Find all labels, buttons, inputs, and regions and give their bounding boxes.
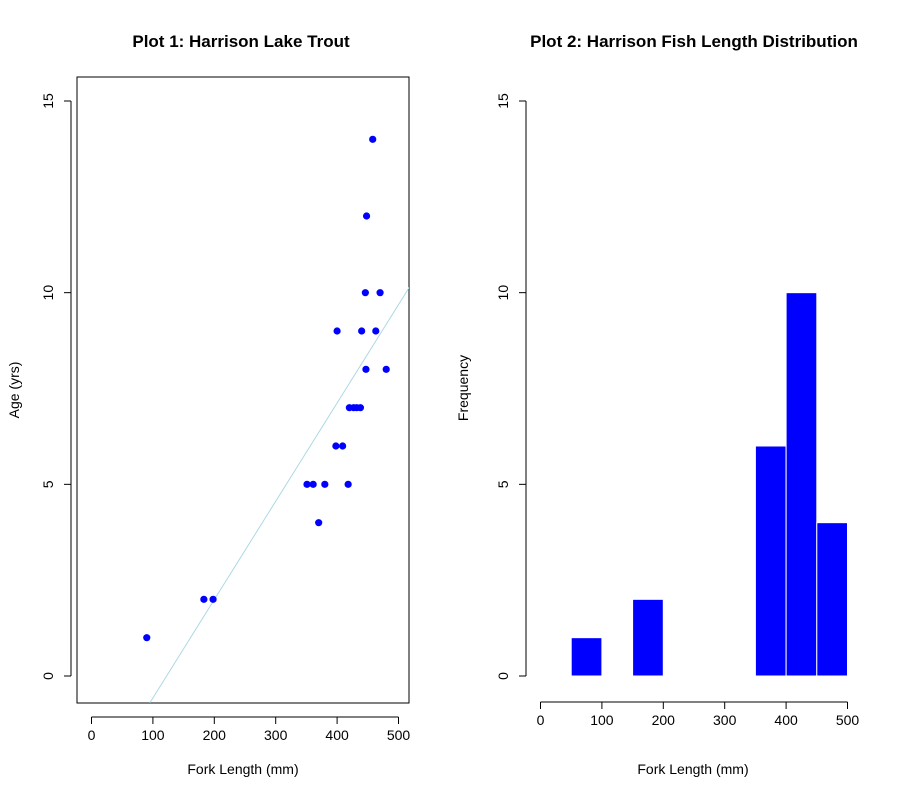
plot2-title: Plot 2: Harrison Fish Length Distributio… bbox=[530, 32, 858, 51]
plot1-y-tick-label: 10 bbox=[40, 285, 56, 301]
scatter-plot: Plot 1: Harrison Lake Trout 0 100 200 300 40… bbox=[6, 32, 411, 777]
plot1-point bbox=[321, 480, 329, 488]
plot1-point bbox=[333, 327, 341, 335]
plot1-point bbox=[358, 327, 366, 335]
plot2-y-tick-label: 15 bbox=[495, 93, 511, 109]
plot2-x-tick-label: 100 bbox=[590, 712, 614, 728]
plot1-point bbox=[309, 480, 317, 488]
plot1-point bbox=[143, 634, 151, 642]
plot2-x-axis: 0 100 200 300 400 500 bbox=[537, 701, 860, 728]
plot1-x-tick-label: 400 bbox=[325, 727, 349, 743]
plot2-y-label: Frequency bbox=[455, 355, 471, 421]
plot1-point bbox=[372, 327, 380, 335]
histogram-plot: Plot 2: Harrison Fish Length Distributio… bbox=[455, 32, 859, 777]
plot1-point bbox=[362, 212, 371, 220]
plot2-bar bbox=[785, 292, 818, 677]
plot2-x-tick-label: 0 bbox=[537, 712, 545, 728]
plot2-bar bbox=[632, 598, 664, 677]
plot1-x-axis: 0 100 200 300 400 500 bbox=[88, 716, 411, 743]
plot1-fit-line-group bbox=[149, 286, 409, 703]
plot1-x-tick-label: 100 bbox=[141, 727, 165, 743]
plot1-point bbox=[382, 365, 390, 373]
plot2-x-label: Fork Length (mm) bbox=[637, 761, 748, 777]
plot2-y-tick-label: 10 bbox=[495, 285, 511, 301]
plot1-point bbox=[369, 135, 377, 143]
plot1-title: Plot 1: Harrison Lake Trout bbox=[132, 32, 350, 51]
plot1-point bbox=[339, 442, 347, 450]
plot1-point bbox=[303, 480, 311, 488]
plot1-point bbox=[356, 404, 365, 412]
plot1-y-tick-label: 15 bbox=[40, 93, 56, 109]
plot1-y-label: Age (yrs) bbox=[6, 362, 22, 419]
plot1-y-tick-label: 0 bbox=[40, 672, 56, 680]
plot1-fit-line bbox=[149, 286, 409, 703]
plot1-point bbox=[200, 595, 208, 603]
plot2-x-tick-label: 200 bbox=[652, 712, 676, 728]
plot1-y-axis: 0 5 10 15 bbox=[40, 93, 72, 680]
plot1-x-tick-label: 200 bbox=[203, 727, 227, 743]
plot1-point bbox=[315, 519, 323, 527]
plot1-x-tick-label: 300 bbox=[264, 727, 288, 743]
plot2-y-axis: 0 5 10 15 bbox=[495, 93, 527, 680]
plot2-x-tick-label: 400 bbox=[774, 712, 798, 728]
plot2-y-tick-label: 5 bbox=[495, 480, 511, 488]
plot1-x-tick-label: 0 bbox=[88, 727, 96, 743]
plot2-bar bbox=[816, 522, 848, 677]
plot1-x-label: Fork Length (mm) bbox=[187, 761, 298, 777]
plot2-y-tick-label: 0 bbox=[495, 672, 511, 680]
plot1-point bbox=[332, 442, 340, 450]
plot2-x-tick-label: 300 bbox=[713, 712, 737, 728]
plot1-point bbox=[362, 365, 370, 373]
plot1-point bbox=[344, 480, 352, 488]
plot1-point bbox=[376, 289, 384, 297]
plot1-frame bbox=[76, 76, 410, 704]
plot2-bar bbox=[754, 445, 787, 677]
plot2-x-tick-label: 500 bbox=[836, 712, 860, 728]
plot2-bars bbox=[570, 292, 848, 677]
plot1-point bbox=[209, 595, 217, 603]
plot1-points bbox=[143, 135, 390, 642]
plot1-x-tick-label: 500 bbox=[387, 727, 411, 743]
plot1-point bbox=[361, 289, 369, 297]
plot1-y-tick-label: 5 bbox=[40, 480, 56, 488]
plot2-bar bbox=[570, 637, 603, 677]
